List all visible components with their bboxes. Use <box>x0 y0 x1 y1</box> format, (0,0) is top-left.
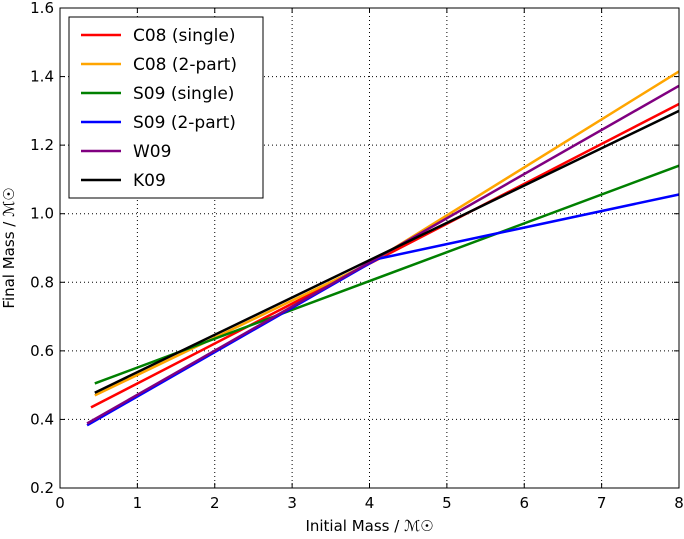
y-tick-label: 0.8 <box>30 273 54 291</box>
legend-label: W09 <box>133 142 171 162</box>
x-tick-label: 3 <box>287 494 297 512</box>
series-line-s09-2-part <box>86 193 680 427</box>
x-tick-label: 5 <box>442 494 452 512</box>
x-tick-label: 0 <box>55 494 65 512</box>
x-axis-label: Initial Mass / ℳ☉ <box>305 517 433 535</box>
y-tick-label: 0.6 <box>30 342 54 360</box>
y-tick-label: 0.2 <box>30 479 54 497</box>
x-tick-label: 7 <box>597 494 607 512</box>
legend: C08 (single) C08 (2-part) S09 (single) S09 … <box>68 16 264 199</box>
x-tick-label: 8 <box>674 494 684 512</box>
series-line-k09 <box>94 109 680 394</box>
y-tick-label: 1.4 <box>30 68 54 86</box>
axis-ticks: 0 1 2 3 4 5 6 7 8 0.2 0.4 0.6 0.8 1.0 1.2 1.4 1.6 <box>30 0 684 512</box>
y-tick-label: 1.0 <box>30 205 54 223</box>
series-line-c08-single <box>90 102 680 409</box>
legend-label: S09 (2-part) <box>133 113 236 133</box>
series-lines <box>86 70 680 427</box>
y-tick-label: 1.6 <box>30 0 54 17</box>
x-tick-label: 2 <box>210 494 220 512</box>
legend-box <box>68 16 264 199</box>
legend-label: S09 (single) <box>133 84 234 104</box>
x-tick-label: 4 <box>365 494 375 512</box>
y-axis-label: Final Mass / ℳ☉ <box>0 187 18 308</box>
legend-label: C08 (2-part) <box>133 55 237 75</box>
x-tick-label: 1 <box>133 494 143 512</box>
y-tick-label: 0.4 <box>30 410 54 428</box>
legend-label: K09 <box>133 171 166 191</box>
x-tick-label: 6 <box>519 494 529 512</box>
y-tick-label: 1.2 <box>30 136 54 154</box>
legend-label: C08 (single) <box>133 26 236 46</box>
